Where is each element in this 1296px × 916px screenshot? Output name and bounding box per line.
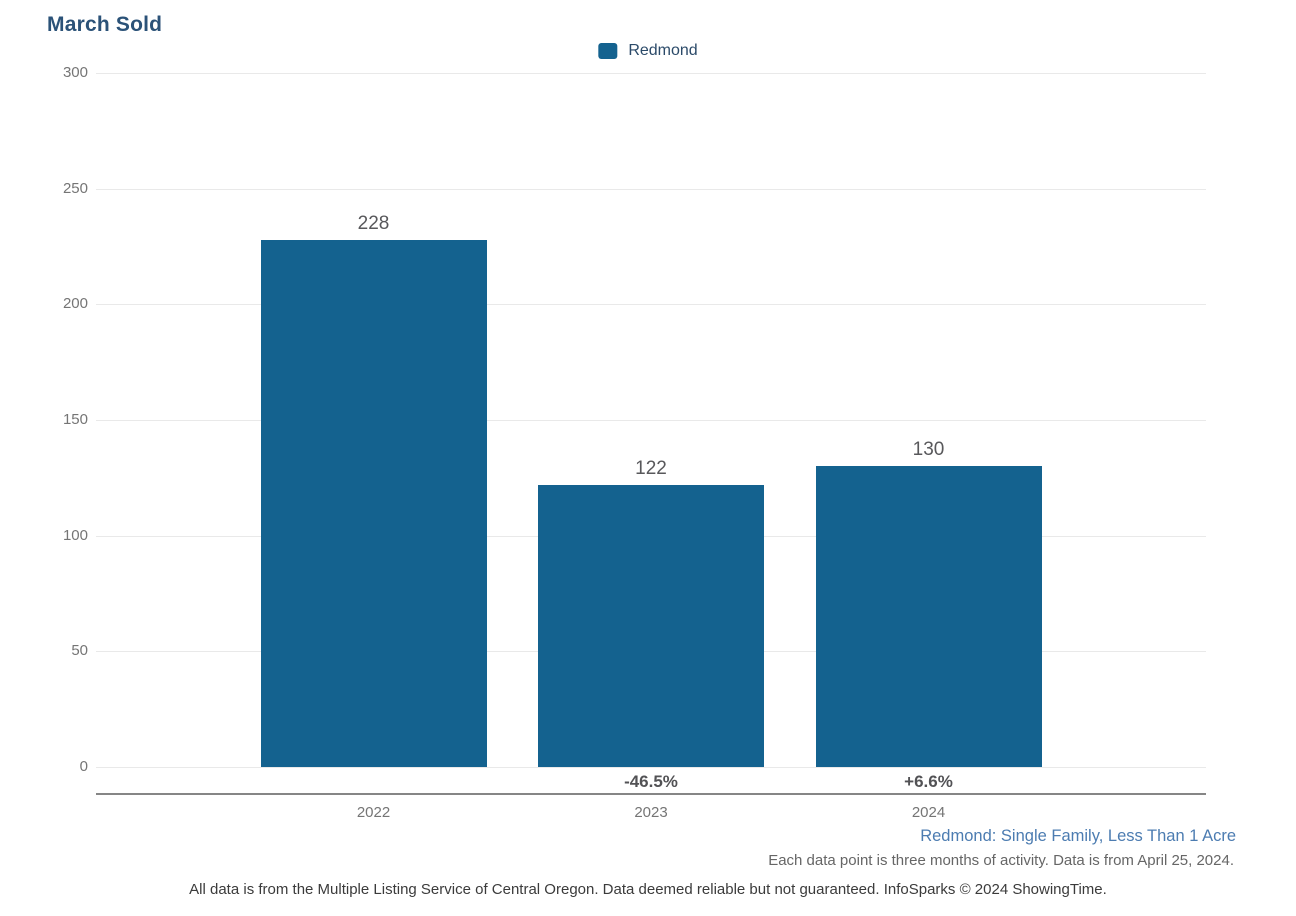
bar-2024[interactable] bbox=[815, 466, 1042, 767]
legend-item-redmond[interactable]: Redmond bbox=[598, 42, 698, 60]
y-axis-tick-label: 0 bbox=[79, 758, 88, 775]
y-axis-tick-label: 100 bbox=[62, 526, 88, 544]
bar-value-label: 228 bbox=[357, 212, 390, 234]
bar-2023[interactable] bbox=[538, 484, 764, 767]
data-note-text: Each data point is three months of activ… bbox=[768, 852, 1234, 869]
bar-value-label: 122 bbox=[635, 457, 667, 479]
x-axis-line bbox=[96, 793, 1206, 795]
x-axis-tick-label: 2023 bbox=[634, 804, 668, 821]
y-axis-tick-label: 250 bbox=[62, 179, 88, 197]
bar-2022[interactable] bbox=[260, 239, 487, 767]
pct-change-label: +6.6% bbox=[904, 772, 953, 791]
y-gridline bbox=[96, 420, 1206, 421]
bar-value-label: 130 bbox=[912, 439, 945, 461]
legend-swatch-icon bbox=[598, 43, 618, 59]
y-axis-tick-label: 50 bbox=[71, 642, 88, 660]
attribution-text: All data is from the Multiple Listing Se… bbox=[189, 881, 1107, 898]
legend-label: Redmond bbox=[628, 42, 698, 59]
y-gridline bbox=[96, 767, 1206, 768]
y-gridline bbox=[96, 73, 1206, 74]
x-axis-tick-label: 2022 bbox=[356, 804, 391, 821]
x-axis-tick-label: 2024 bbox=[911, 804, 946, 821]
y-axis-tick-label: 200 bbox=[62, 295, 88, 313]
segment-description-link[interactable]: Redmond: Single Family, Less Than 1 Acre bbox=[920, 827, 1236, 845]
pct-change-label: -46.5% bbox=[624, 772, 678, 791]
chart-title: March Sold bbox=[47, 13, 163, 36]
y-axis-tick-label: 300 bbox=[62, 64, 88, 81]
y-gridline bbox=[96, 304, 1206, 306]
y-axis-tick-label: 150 bbox=[62, 411, 88, 428]
y-gridline bbox=[96, 188, 1206, 190]
